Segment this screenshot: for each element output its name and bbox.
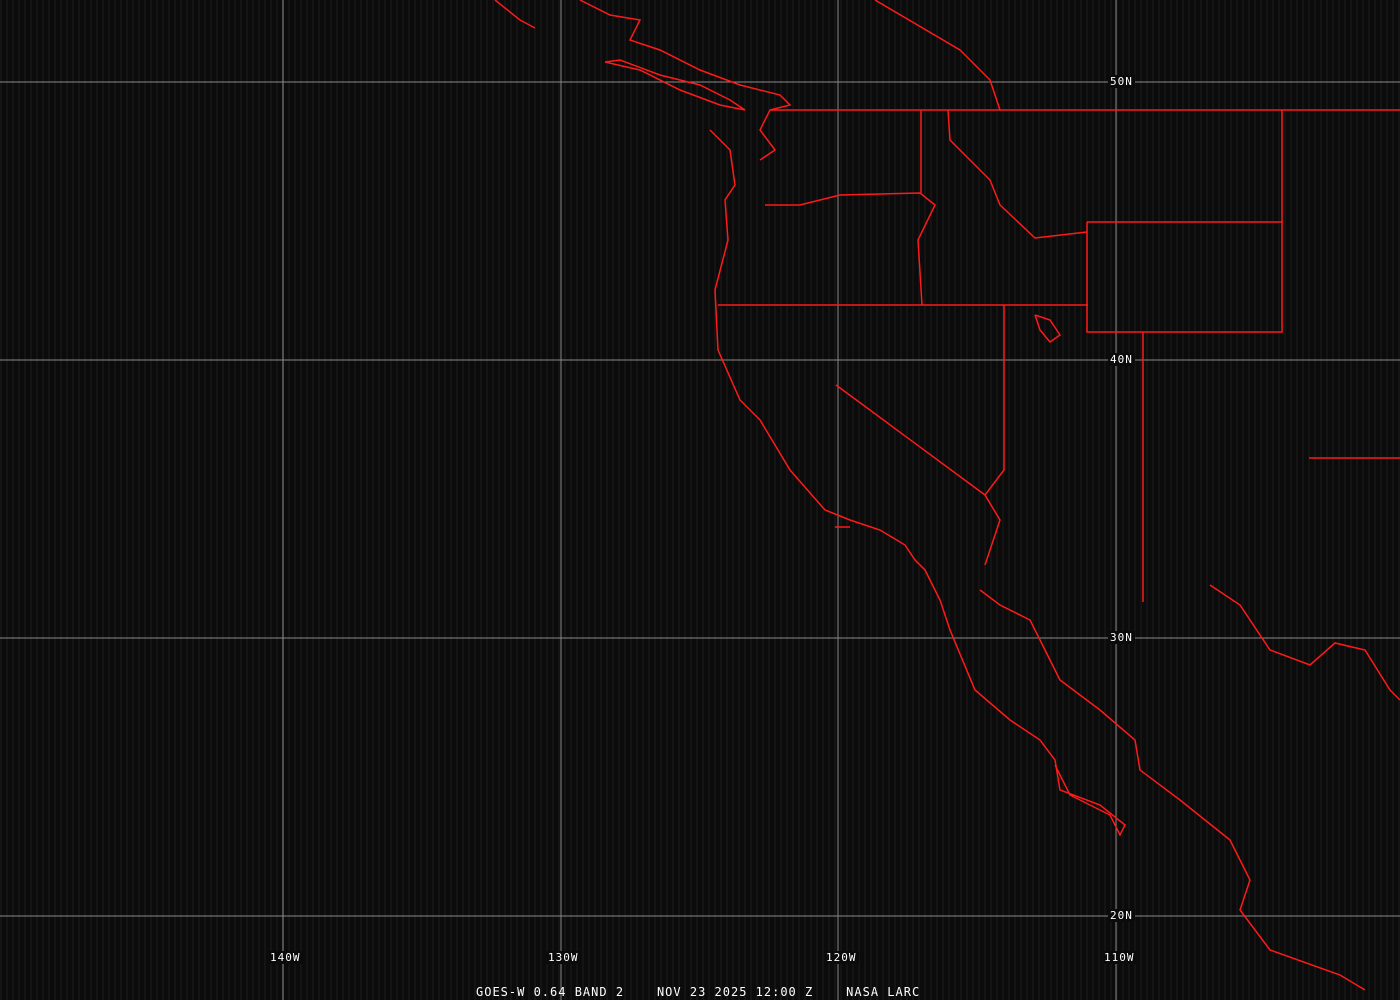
lat-label-30n: 30N — [1108, 631, 1135, 644]
id-mt-border — [947, 109, 1088, 239]
canada-interior — [874, 0, 1001, 111]
caption-satellite: GOES-W 0.64 BAND 2 — [476, 985, 625, 999]
lat-label-40n: 40N — [1108, 353, 1135, 366]
caption-source: NASA LARC — [846, 985, 921, 999]
us-west-coast — [709, 129, 1126, 837]
wyoming-border — [1086, 221, 1283, 333]
wa-or-border — [765, 192, 936, 306]
image-caption: GOES-W 0.64 BAND 2 NOV 23 2025 12:00 Z N… — [476, 985, 920, 999]
lat-label-20n: 20N — [1108, 909, 1135, 922]
canada-coast-2 — [579, 0, 792, 161]
lat-label-50n: 50N — [1108, 75, 1135, 88]
coastlines-and-borders — [494, 0, 1400, 991]
baja-gulf-coast — [979, 589, 1366, 991]
mexico-border-coast — [1209, 584, 1400, 701]
vancouver-island — [604, 59, 746, 111]
lon-label-110w: 110W — [1102, 951, 1137, 964]
lon-label-140w: 140W — [268, 951, 303, 964]
ca-nv-diagonal — [835, 384, 986, 496]
caption-datetime: NOV 23 2025 12:00 Z — [656, 985, 814, 999]
lon-label-120w: 120W — [824, 951, 859, 964]
great-salt-lake — [1034, 314, 1062, 344]
canada-coast — [494, 0, 536, 29]
lon-label-130w: 130W — [546, 951, 581, 964]
